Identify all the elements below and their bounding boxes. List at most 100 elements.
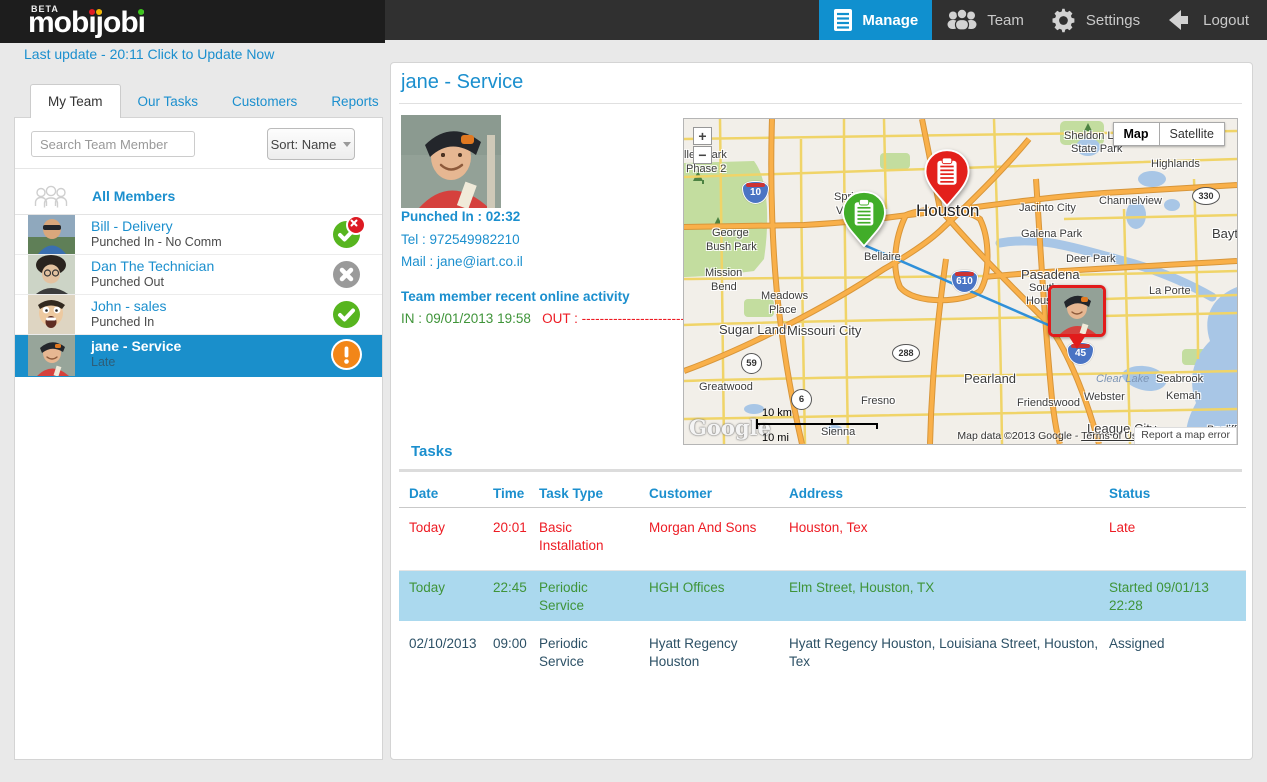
map-scale: 10 km 10 mi: [756, 407, 881, 444]
map-label: Phase 2: [686, 163, 727, 175]
last-update-link[interactable]: Last update - 20:11 Click to Update Now: [24, 46, 275, 62]
logo[interactable]: BETA mobijobi: [0, 0, 385, 43]
map-label: Meadows: [761, 290, 809, 302]
nav-logout[interactable]: Logout: [1154, 0, 1263, 40]
tasks-table: Date Time Task Type Customer Address Sta…: [399, 477, 1246, 691]
member-detail-panel: jane - Service Punched In : 02:32 Tel : …: [390, 62, 1253, 760]
task-address: Hyatt Regency Houston, Louisiana Street,…: [789, 636, 1099, 669]
map-label: Pasadena: [1021, 267, 1080, 282]
tab-our-tasks[interactable]: Our Tasks: [137, 93, 199, 109]
task-type: Periodic Service: [539, 636, 588, 669]
nav-settings-label: Settings: [1085, 11, 1141, 29]
task-type: Periodic Service: [539, 580, 588, 613]
map-label: Place: [769, 304, 797, 316]
activity-line: IN : 09/01/2013 19:58 OUT : ------------…: [401, 311, 685, 326]
task-status: Started 09/01/13 22:28: [1109, 580, 1209, 613]
table-row-started-task-selected[interactable]: Today 22:45 Periodic Service HGH Offices…: [399, 571, 1246, 621]
map-label: Sugar Land: [719, 322, 787, 337]
sidebar-tabs: My Team Our Tasks Customers Reports: [30, 84, 396, 118]
map-label: Highlands: [1151, 158, 1200, 170]
manage-icon: [833, 8, 853, 32]
map-view-button[interactable]: Map: [1112, 122, 1160, 146]
map-label: Mission: [705, 267, 743, 279]
nav-manage[interactable]: Manage: [819, 0, 933, 40]
list-item-jane[interactable]: jane - Service Late: [15, 335, 382, 377]
task-marker-green[interactable]: [841, 190, 887, 252]
task-date: 02/10/2013: [409, 636, 477, 651]
table-header-row: Date Time Task Type Customer Address Sta…: [399, 477, 1246, 508]
column-header-customer: Customer: [649, 486, 713, 501]
task-date: Today: [409, 520, 446, 535]
error-badge-icon: [346, 215, 366, 235]
list-item-bill[interactable]: Bill - Delivery Punched In - No Comm: [15, 215, 382, 255]
nav-team[interactable]: Team: [932, 0, 1038, 40]
gear-icon: [1052, 8, 1077, 33]
tab-my-team[interactable]: My Team: [30, 84, 121, 118]
member-status: Punched In - No Comm: [91, 235, 222, 249]
search-input[interactable]: [31, 131, 195, 157]
member-status: Punched In: [91, 315, 155, 329]
interstate-610-shield: 610: [951, 270, 978, 293]
activity-in: IN : 09/01/2013 19:58: [401, 311, 531, 326]
member-tel: Tel : 972549982210: [401, 232, 520, 247]
member-status: Punched Out: [91, 275, 164, 289]
map-label: Seabrook: [1156, 373, 1204, 385]
map-label: Missouri City: [787, 323, 862, 338]
marker-tail: [1068, 335, 1086, 349]
logo-beta: BETA: [31, 4, 59, 14]
map-canvas[interactable]: Cullen Park Phase 2 Spring Valley Housto…: [683, 118, 1238, 445]
task-time: 09:00: [493, 636, 527, 651]
map-label: Jacinto City: [1019, 202, 1076, 214]
column-header-task-type: Task Type: [539, 486, 604, 501]
column-header-address: Address: [789, 486, 844, 501]
team-icon: [946, 9, 978, 31]
map-label: La Porte: [1149, 285, 1191, 297]
tx-6-shield: 6: [791, 389, 812, 410]
map-label: Fresno: [861, 395, 896, 407]
map-label: Clear Lake: [1096, 373, 1150, 385]
task-marker-red[interactable]: [924, 149, 970, 212]
map-label: Sienna: [821, 426, 856, 438]
table-row-late-task[interactable]: Today 20:01 Basic Installation Morgan An…: [399, 508, 1246, 571]
map-label: Bend: [711, 281, 737, 293]
list-item-dan[interactable]: Dan The Technician Punched Out: [15, 255, 382, 295]
divider: [15, 168, 382, 169]
divider: [399, 469, 1242, 472]
tasks-section-title: Tasks: [411, 443, 453, 460]
logout-arrow-icon: [1168, 8, 1194, 32]
satellite-view-button[interactable]: Satellite: [1159, 122, 1225, 146]
map-label-houston: Houston: [916, 201, 980, 220]
member-location-marker[interactable]: [1048, 285, 1106, 349]
table-row-assigned-task[interactable]: 02/10/2013 09:00 Periodic Service Hyatt …: [399, 621, 1246, 691]
task-type: Basic Installation: [539, 520, 604, 553]
task-time: 22:45: [493, 580, 527, 595]
member-list: Bill - Delivery Punched In - No Comm Dan…: [15, 215, 382, 377]
member-name: Bill - Delivery: [91, 218, 173, 234]
interstate-10-shield: 10: [742, 181, 769, 204]
scale-mi-label: 10 mi: [762, 432, 789, 444]
task-customer: HGH Offices: [649, 580, 725, 595]
list-item-john[interactable]: John - sales Punched In: [15, 295, 382, 335]
tab-customers[interactable]: Customers: [232, 93, 298, 109]
nav-settings[interactable]: Settings: [1038, 0, 1154, 40]
tab-reports[interactable]: Reports: [331, 93, 379, 109]
scale-km-label: 10 km: [762, 407, 792, 419]
zoom-out-button[interactable]: −: [693, 146, 712, 164]
member-name: jane - Service: [91, 338, 182, 354]
terms-of-use-link[interactable]: Terms of Use: [1081, 430, 1143, 442]
sort-dropdown[interactable]: Sort: Name: [267, 128, 355, 160]
task-customer: Morgan And Sons: [649, 520, 757, 535]
zoom-in-button[interactable]: +: [693, 127, 712, 145]
avatar: [28, 255, 75, 294]
map-label: Webster: [1084, 391, 1125, 403]
us-59-shield: 59: [741, 353, 762, 374]
map-label: State Park: [1071, 143, 1123, 155]
member-marker-photo: [1048, 285, 1106, 337]
sort-label: Sort: Name: [270, 136, 337, 152]
all-members-header: All Members: [15, 180, 382, 215]
map-label: George: [712, 227, 749, 239]
task-status: Assigned: [1109, 636, 1165, 651]
report-map-error-link[interactable]: Report a map error: [1134, 427, 1237, 444]
chevron-down-icon: [343, 141, 352, 147]
map-label: Friendswood: [1017, 397, 1080, 409]
